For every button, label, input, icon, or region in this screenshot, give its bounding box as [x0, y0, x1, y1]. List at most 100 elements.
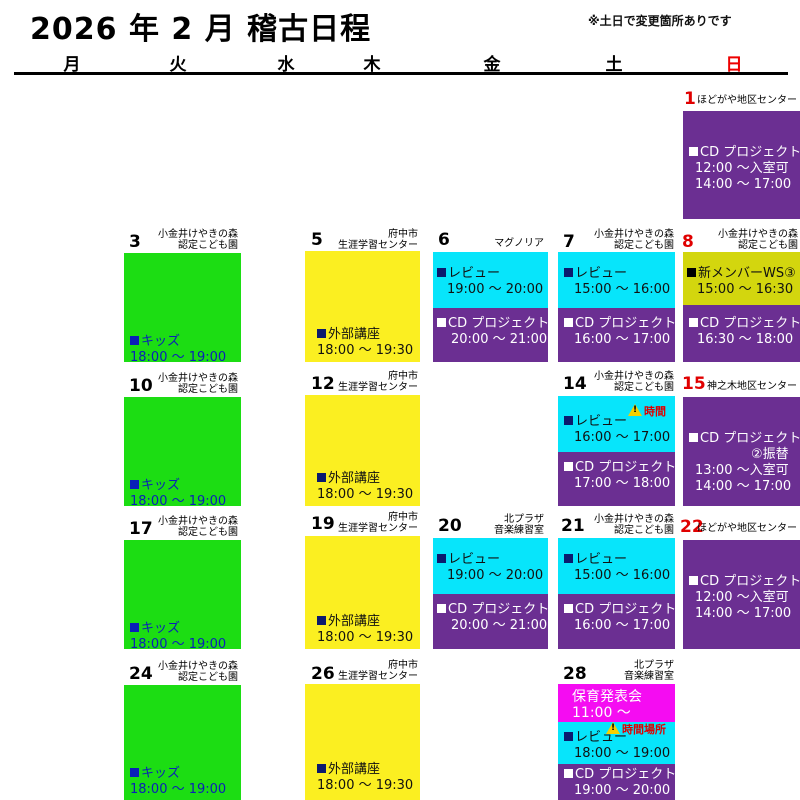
day-number: 5	[311, 230, 323, 250]
day-number: 14	[563, 374, 587, 394]
event-time: 12:00 ～入室可	[695, 590, 789, 605]
event-time: 18:00 ～ 19:30	[317, 778, 414, 793]
event-label: レビュー	[448, 552, 501, 567]
day-location: 小金井けやきの森 認定こども園	[594, 229, 674, 251]
event-label: キッズ	[141, 334, 181, 349]
event-review: レビュー 19:00 ～ 20:00	[433, 538, 548, 594]
event-label: 外部講座	[328, 327, 381, 342]
bullet-icon	[687, 268, 696, 277]
event-label: CD プロジェクト	[700, 431, 800, 446]
day-number: 19	[311, 514, 335, 534]
day-number: 15	[682, 374, 706, 394]
event-cd-project: CD プロジェクト⑦ 16:30 ～ 18:00	[683, 305, 800, 362]
bullet-icon	[689, 433, 698, 442]
day-location: 北プラザ 音楽練習室	[494, 514, 544, 536]
event-time: 19:00 ～ 20:00	[447, 568, 544, 583]
day-number: 21	[561, 516, 585, 536]
day-number: 26	[311, 664, 335, 684]
event-label: CD プロジェクト	[575, 316, 675, 331]
event-external-lecture: 外部講座 18:00 ～ 19:30	[305, 684, 420, 800]
bullet-icon	[564, 416, 573, 425]
day-location: 小金井けやきの森 認定こども園	[718, 229, 798, 251]
event-time: 15:00 ～ 16:00	[574, 568, 671, 583]
event-label: 外部講座	[328, 471, 381, 486]
event-label: CD プロジェクト	[575, 767, 675, 782]
event-time: 13:00 ～入室可	[695, 463, 789, 478]
event-time: 15:00 ～ 16:00	[574, 282, 671, 297]
event-review: レビュー 19:00 ～ 20:00	[433, 252, 548, 308]
bullet-icon	[130, 480, 139, 489]
bullet-icon	[437, 604, 446, 613]
bullet-icon	[317, 473, 326, 482]
bullet-icon	[564, 318, 573, 327]
day-location: 小金井けやきの森 認定こども園	[594, 371, 674, 393]
bullet-icon	[317, 616, 326, 625]
weekday-sun: 日	[725, 55, 743, 75]
event-review: レビュー 16:00 ～ 17:00	[558, 396, 675, 452]
event-label: CD プロジェクト	[448, 316, 548, 331]
bullet-icon	[564, 554, 573, 563]
day-location: 府中市 生涯学習センター	[338, 660, 418, 682]
event-label: レビュー	[575, 266, 628, 281]
time-change-warning: 時間	[628, 403, 666, 419]
event-time: 18:00 ～ 19:30	[317, 630, 414, 645]
event-label: CD プロジェクト	[575, 602, 675, 617]
day-number: 22	[680, 517, 704, 537]
event-cd-project: CD プロジェクト 16:00 ～ 17:00	[558, 308, 675, 362]
event-external-lecture: 外部講座 18:00 ～ 19:30	[305, 395, 420, 506]
event-label: CD プロジェクト	[448, 602, 548, 617]
day-location: 府中市 生涯学習センター	[338, 229, 418, 251]
weekday-mon: 月	[63, 55, 81, 75]
event-label: 外部講座	[328, 614, 381, 629]
event-review: レビュー 15:00 ～ 16:00	[558, 252, 675, 308]
event-cd-project: CD プロジェクト 16:00 ～ 17:00	[558, 594, 675, 649]
day-location: 小金井けやきの森 認定こども園	[158, 516, 238, 538]
day-location: ほどがや地区センター	[697, 523, 797, 534]
event-time: 20:00 ～ 21:00	[451, 332, 548, 347]
event-label: 新メンバーWS③	[698, 266, 796, 281]
day-number: 6	[438, 230, 450, 250]
event-time: 20:00 ～ 21:00	[451, 618, 548, 633]
event-time: 19:00 ～ 20:00	[447, 282, 544, 297]
event-time: 11:00 ～	[572, 705, 631, 721]
event-time: 18:00 ～ 19:30	[317, 487, 414, 502]
day-location: マグノリア	[494, 238, 544, 249]
event-time: 18:00 ～ 19:00	[130, 350, 227, 362]
event-cd-project: CD プロジェクト 20:00 ～ 21:00	[433, 308, 548, 362]
event-cd-project: CD プロジェクト 20:00 ～ 21:00	[433, 594, 548, 649]
bullet-icon	[317, 329, 326, 338]
day-number: 1	[684, 89, 696, 109]
event-label: キッズ	[141, 766, 181, 781]
day-number: 24	[129, 664, 153, 684]
event-recital: 保育発表会 11:00 ～	[558, 684, 675, 722]
header-rule	[14, 72, 788, 75]
event-external-lecture: 外部講座 18:00 ～ 19:30	[305, 251, 420, 362]
event-label: 外部講座	[328, 762, 381, 777]
event-time: 18:00 ～ 19:00	[130, 494, 227, 506]
event-review: レビュー 15:00 ～ 16:00	[558, 538, 675, 594]
weekday-fri: 金	[483, 55, 501, 75]
event-time: 16:00 ～ 17:00	[574, 618, 671, 633]
bullet-icon	[564, 268, 573, 277]
event-label: キッズ	[141, 621, 181, 636]
event-label: キッズ	[141, 478, 181, 493]
day-number: 17	[129, 519, 153, 539]
bullet-icon	[689, 318, 698, 327]
event-kids: キッズ 18:00 ～ 19:00	[124, 540, 241, 649]
change-note: ※土日で変更箇所ありです	[588, 14, 732, 28]
event-label: CD プロジェクト⑧	[700, 574, 800, 589]
weekday-tue: 火	[169, 55, 187, 75]
event-time: 14:00 ～ 17:00	[695, 606, 792, 621]
weekday-sat: 土	[605, 55, 623, 75]
event-time: 14:00 ～ 17:00	[695, 479, 792, 494]
event-time: 18:00 ～ 19:00	[130, 782, 227, 797]
warning-label: 時間場所	[622, 723, 666, 736]
event-label: CD プロジェクト⑥	[700, 145, 800, 160]
weekday-thu: 木	[363, 55, 381, 75]
day-location: 北プラザ 音楽練習室	[624, 660, 674, 682]
bullet-icon	[317, 764, 326, 773]
event-time: 16:00 ～ 17:00	[574, 332, 671, 347]
bullet-icon	[437, 554, 446, 563]
weekday-wed: 水	[277, 55, 295, 75]
event-kids: キッズ 18:00 ～ 19:00	[124, 397, 241, 506]
